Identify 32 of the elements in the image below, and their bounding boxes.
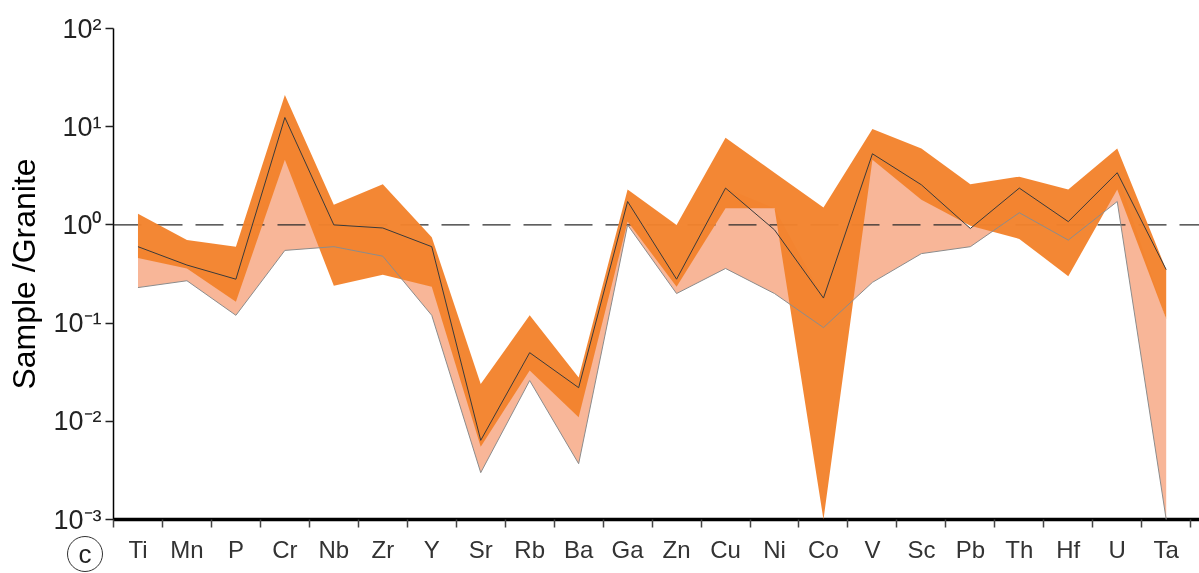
x-tick-label: Hf <box>1056 535 1081 563</box>
x-tick-label: Sr <box>468 535 493 563</box>
x-tick-label: Ti <box>128 535 148 563</box>
text: c <box>78 539 92 569</box>
x-tick-label: Sc <box>907 535 936 563</box>
line-series <box>137 201 1167 520</box>
x-tick-label: Ni <box>763 535 786 563</box>
x-tick-label: Nb <box>318 535 350 563</box>
x-tick-label: Zn <box>662 535 691 563</box>
x-tick-label: Mn <box>170 535 204 563</box>
x-tick-label: Co <box>808 535 839 563</box>
x-tick-label: Ba <box>563 535 594 563</box>
y-tick-label: 10⁻³ <box>53 504 102 535</box>
x-tick-label: Ta <box>1153 535 1180 563</box>
x-tick-label: Cr <box>272 535 298 563</box>
x-tick-label: Pb <box>955 535 986 563</box>
y-tick-label: 10¹ <box>62 111 102 142</box>
line-series <box>137 117 1167 441</box>
y-tick-label: 10⁰ <box>62 209 102 240</box>
x-tick-label: P <box>227 535 244 563</box>
x-tick-label: Th <box>1005 535 1034 563</box>
x-tick-label: Y <box>423 535 440 563</box>
x-tick-label: U <box>1108 535 1126 563</box>
y-axis-title: Sample /Granite <box>6 158 43 390</box>
y-tick-label: 10⁻¹ <box>53 308 102 339</box>
x-tick-label: Rb <box>514 535 546 563</box>
x-tick-label: Cu <box>710 535 741 563</box>
x-tick-label: Zr <box>371 535 395 563</box>
y-tick-label: 10⁻² <box>53 406 102 437</box>
y-tick-label: 10² <box>62 13 102 44</box>
x-tick-label: V <box>864 535 881 563</box>
x-tick-label: Ga <box>611 535 645 563</box>
